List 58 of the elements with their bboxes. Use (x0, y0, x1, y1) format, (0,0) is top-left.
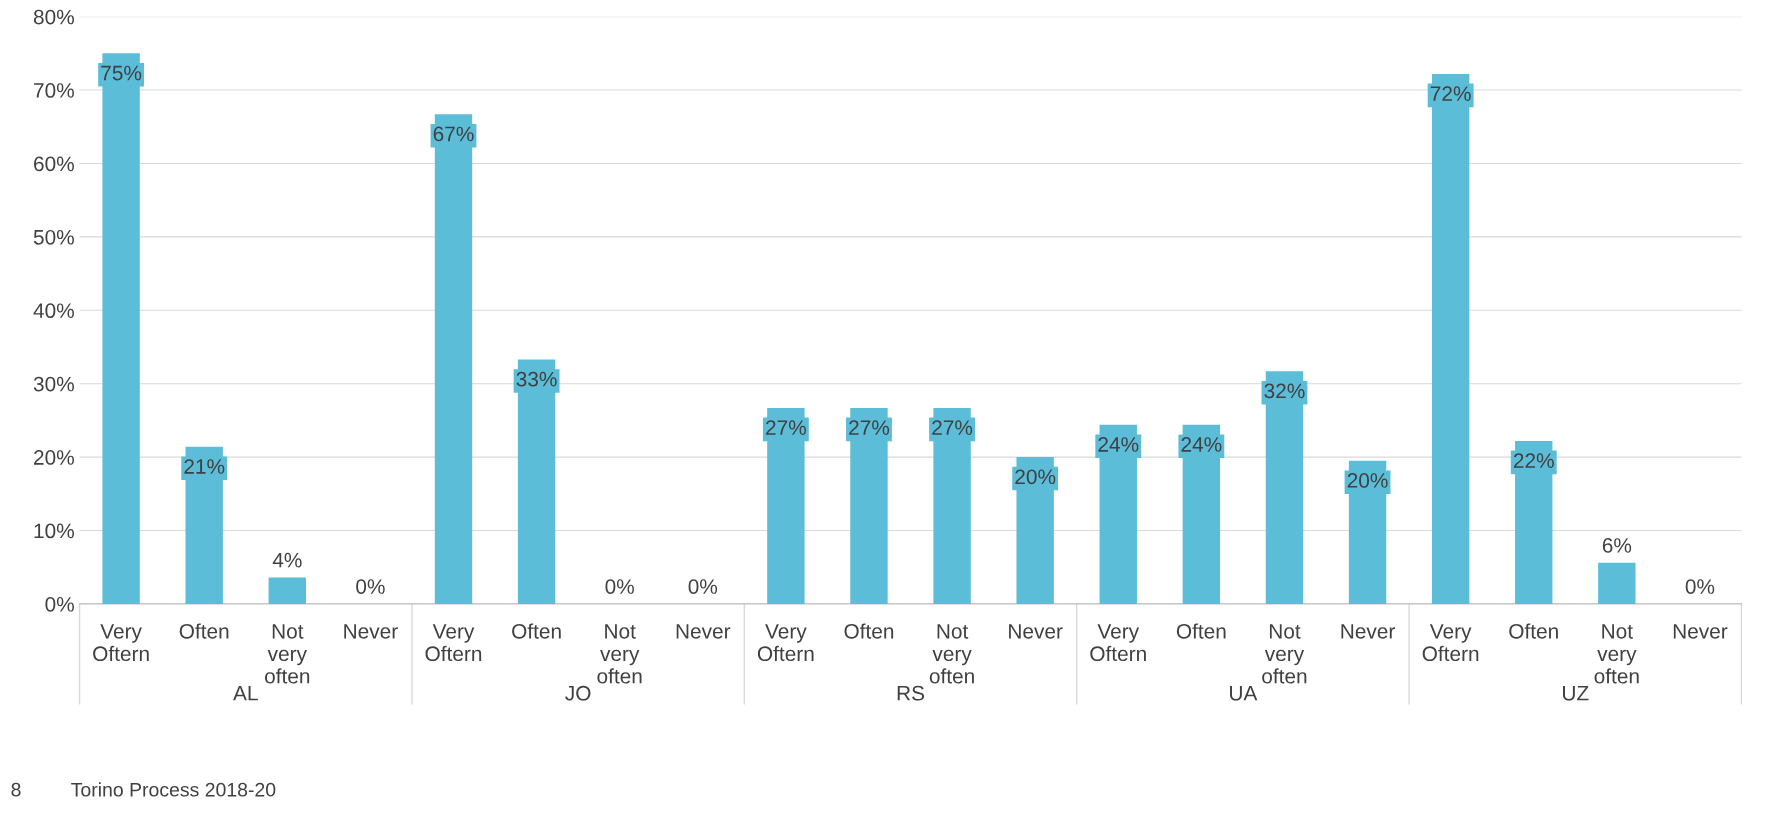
text: JO (565, 685, 591, 701)
x-tick-label: Never (1673, 624, 1728, 639)
y-tick-label: 50% (33, 229, 74, 245)
data-label: 22% (1513, 453, 1554, 468)
data-label: 27% (932, 420, 973, 435)
data-label: 20% (1015, 469, 1056, 485)
bar (1598, 562, 1636, 604)
x-tick-label: Not very often (1262, 624, 1307, 684)
y-tick-label: 0% (45, 596, 74, 612)
data-label: 32% (1264, 383, 1305, 399)
data-label: 33% (516, 371, 557, 387)
x-tick-label: Never (676, 624, 731, 639)
x-tick-label: Very Oftern (1422, 624, 1479, 662)
x-tick-label: Never (344, 624, 398, 639)
y-tick-label: 30% (33, 376, 74, 392)
bar (268, 577, 306, 604)
data-label: 75% (101, 65, 142, 81)
text: UA (1230, 686, 1258, 701)
data-label: 21% (184, 459, 225, 474)
x-tick-label: Often (1509, 623, 1558, 639)
x-tick-label: Very Oftern (93, 624, 149, 662)
data-label: 72% (1430, 86, 1471, 101)
y-tick-label: 60% (34, 156, 74, 172)
data-label: 0% (688, 579, 718, 594)
data-label: 4% (272, 552, 302, 568)
y-tick-label: 40% (33, 303, 74, 319)
y-tick-label: 70% (34, 83, 74, 98)
data-label: 24% (1098, 437, 1139, 452)
text: 8 (11, 782, 21, 797)
x-tick-label: Never (1341, 624, 1395, 639)
y-tick-label: 20% (34, 450, 74, 465)
x-tick-label: Never (1009, 624, 1063, 639)
x-tick-label: Very Oftern (425, 624, 482, 662)
x-tick-label: Not very often (929, 624, 974, 684)
data-label: 27% (849, 420, 890, 435)
x-tick-label: Often (844, 623, 894, 639)
x-tick-label: Very Oftern (757, 624, 814, 662)
x-tick-label: Not very often (1594, 624, 1639, 684)
x-tick-label: Very Oftern (1090, 624, 1146, 662)
y-tick-label: 80% (33, 9, 74, 25)
data-label: 27% (766, 420, 806, 435)
x-tick-label: Often (1176, 623, 1226, 639)
text: AL (233, 686, 258, 701)
data-label: 0% (1685, 579, 1715, 594)
data-label: 0% (356, 579, 385, 594)
text: Torino Process 2018-20 (71, 782, 276, 797)
text: RS (897, 685, 925, 701)
x-tick-label: Often (179, 623, 229, 639)
x-tick-label: Often (512, 623, 561, 639)
data-label: 6% (1602, 538, 1632, 553)
y-tick-label: 10% (34, 523, 74, 539)
data-label: 67% (433, 126, 474, 142)
data-label: 20% (1347, 473, 1388, 488)
data-label: 0% (605, 579, 634, 594)
text: UZ (1563, 686, 1589, 701)
data-label: 24% (1181, 437, 1222, 452)
x-tick-label: Not very often (265, 624, 310, 684)
x-tick-label: Not very often (597, 624, 642, 684)
